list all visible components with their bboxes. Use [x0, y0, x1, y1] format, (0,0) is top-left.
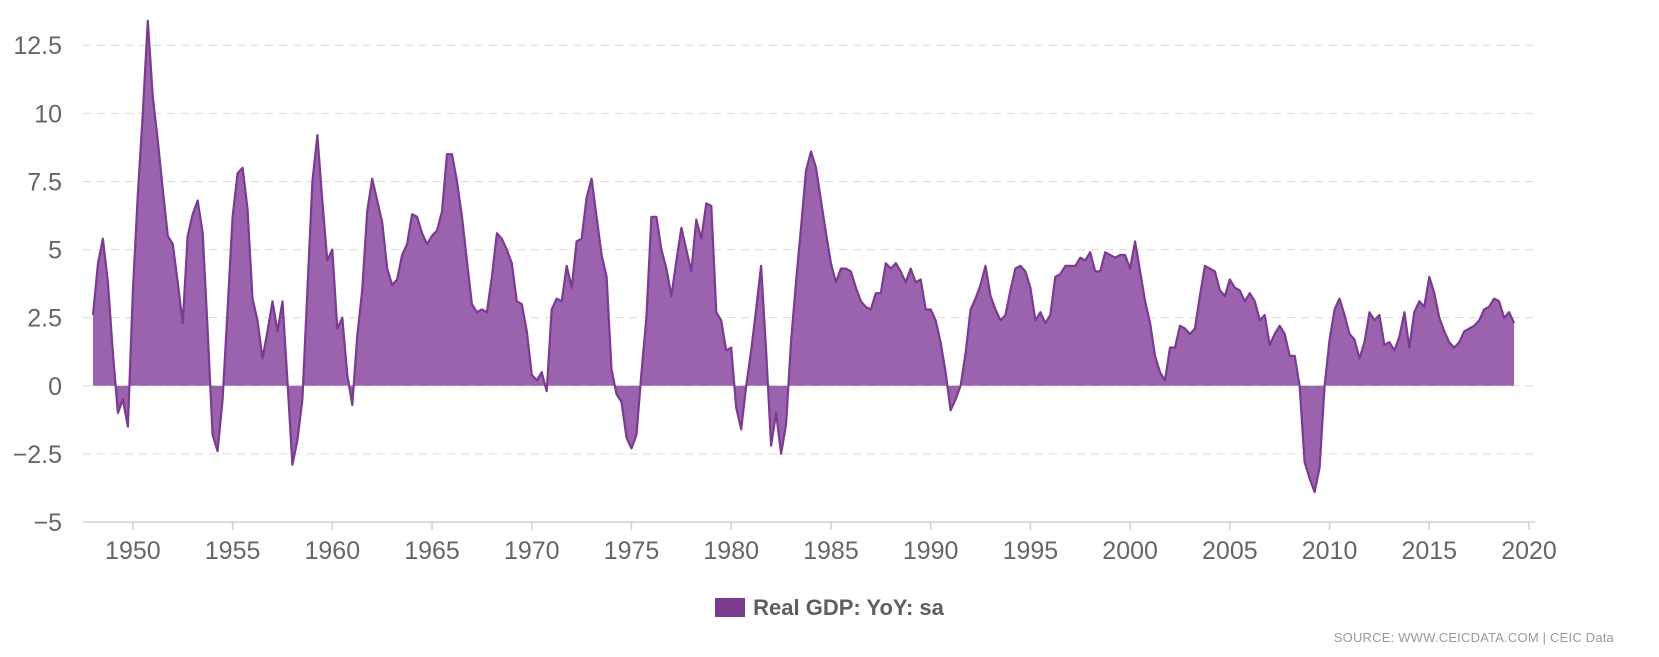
y-tick-label: 7.5	[27, 168, 62, 196]
x-tick-label: 1995	[1003, 537, 1059, 565]
legend-swatch	[715, 598, 746, 617]
x-tick-label: 1960	[305, 537, 361, 565]
x-tick-label: 2005	[1202, 537, 1258, 565]
y-tick-label: 12.5	[13, 32, 62, 60]
series-area	[93, 20, 1515, 492]
x-tick-label: 2015	[1401, 537, 1457, 565]
x-tick-label: 2020	[1501, 537, 1557, 565]
x-tick-label: 1970	[504, 537, 560, 565]
y-tick-label: 10	[34, 100, 62, 128]
y-tick-label: −5	[33, 509, 62, 537]
x-tick-label: 1980	[703, 537, 759, 565]
x-tick-label: 2000	[1102, 537, 1158, 565]
x-tick-label: 1990	[903, 537, 959, 565]
x-tick-label: 1965	[404, 537, 460, 565]
x-tick-label: 2010	[1302, 537, 1358, 565]
y-tick-label: 0	[48, 373, 62, 401]
y-tick-label: 2.5	[27, 305, 62, 333]
axes: −5 −2.5 0 2.5 5 7.5 10 12.5 1950 1955 1960 1965 1970…	[13, 32, 1557, 565]
y-tick-label: 5	[48, 237, 62, 265]
series-line	[91, 19, 1516, 494]
x-tick-label: 1950	[105, 537, 161, 565]
y-tick-label: −2.5	[13, 441, 62, 469]
legend-label: Real GDP: YoY: sa	[753, 595, 944, 620]
legend[interactable]: Real GDP: YoY: sa	[0, 595, 1659, 621]
source-credit[interactable]: SOURCE: WWW.CEICDATA.COM | CEIC Data	[1333, 630, 1614, 645]
x-tick-label: 1985	[803, 537, 859, 565]
x-tick-label: 1955	[205, 537, 261, 565]
x-tick-label: 1975	[604, 537, 660, 565]
series-layer	[91, 19, 1516, 494]
